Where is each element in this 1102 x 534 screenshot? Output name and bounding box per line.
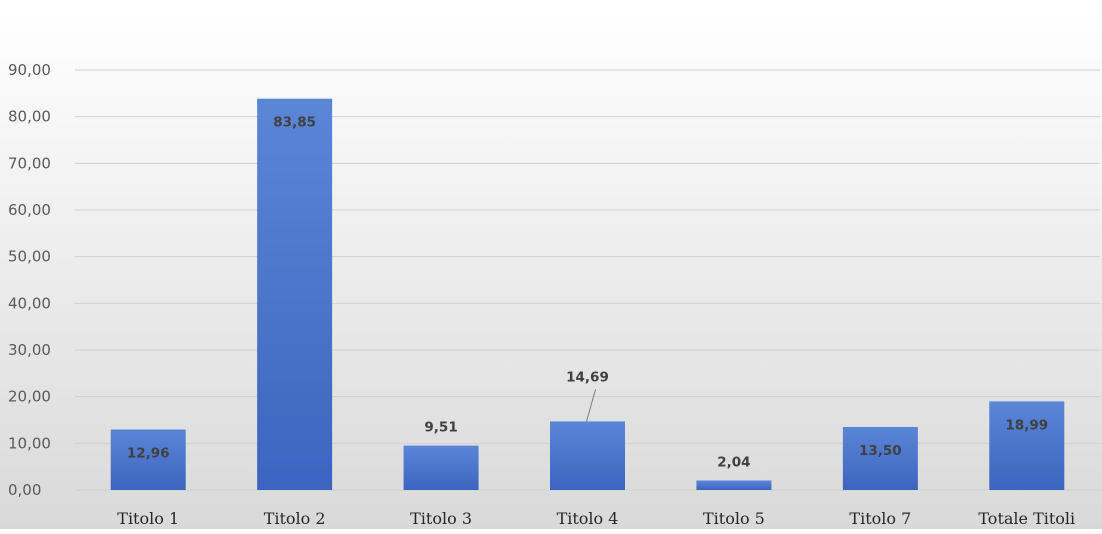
bar xyxy=(403,445,479,490)
bar xyxy=(842,427,918,490)
y-tick-label: 70,00 xyxy=(8,154,51,172)
y-tick-label: 10,00 xyxy=(8,434,51,452)
bar xyxy=(110,429,186,490)
data-labels: 12,96 83,85 9,51 14,69 2,04 13,50 18,99 xyxy=(127,115,1048,471)
data-label: 2,04 xyxy=(717,454,750,470)
y-tick-label: 40,00 xyxy=(8,294,51,312)
bars xyxy=(110,98,1065,490)
y-tick-label: 80,00 xyxy=(8,108,51,126)
x-tick-label: Titolo 1 xyxy=(117,509,179,528)
x-tick-label: Totale Titoli xyxy=(978,509,1075,528)
y-tick-label: 90,00 xyxy=(8,61,51,79)
x-tick-label: Titolo 4 xyxy=(557,509,619,528)
data-label: 83,85 xyxy=(273,115,316,131)
y-tick-label: 20,00 xyxy=(8,388,51,406)
y-tick-label: 60,00 xyxy=(8,201,51,219)
bar xyxy=(257,98,333,490)
y-tick-label: 30,00 xyxy=(8,341,51,359)
data-label-leader-line xyxy=(586,389,596,422)
x-tick-label: Titolo 2 xyxy=(264,509,326,528)
data-label: 14,69 xyxy=(566,369,609,385)
bar xyxy=(696,480,772,490)
data-label: 9,51 xyxy=(424,420,457,436)
y-tick-label: 50,00 xyxy=(8,248,51,266)
y-axis-ticks: 0,00 10,00 20,00 30,00 40,00 50,00 60,00 70,00 8… xyxy=(8,61,51,499)
bar xyxy=(550,421,625,490)
data-label: 13,50 xyxy=(859,443,902,459)
bar xyxy=(989,401,1065,490)
data-label: 18,99 xyxy=(1005,417,1048,433)
y-tick-label: 0,00 xyxy=(8,481,41,499)
x-tick-label: Titolo 7 xyxy=(849,509,911,528)
x-tick-label: Titolo 3 xyxy=(410,509,472,528)
data-label: 12,96 xyxy=(127,446,170,462)
x-axis-ticks: Titolo 1 Titolo 2 Titolo 3 Titolo 4 Titolo 5… xyxy=(117,509,1075,528)
x-tick-label: Titolo 5 xyxy=(703,509,765,528)
